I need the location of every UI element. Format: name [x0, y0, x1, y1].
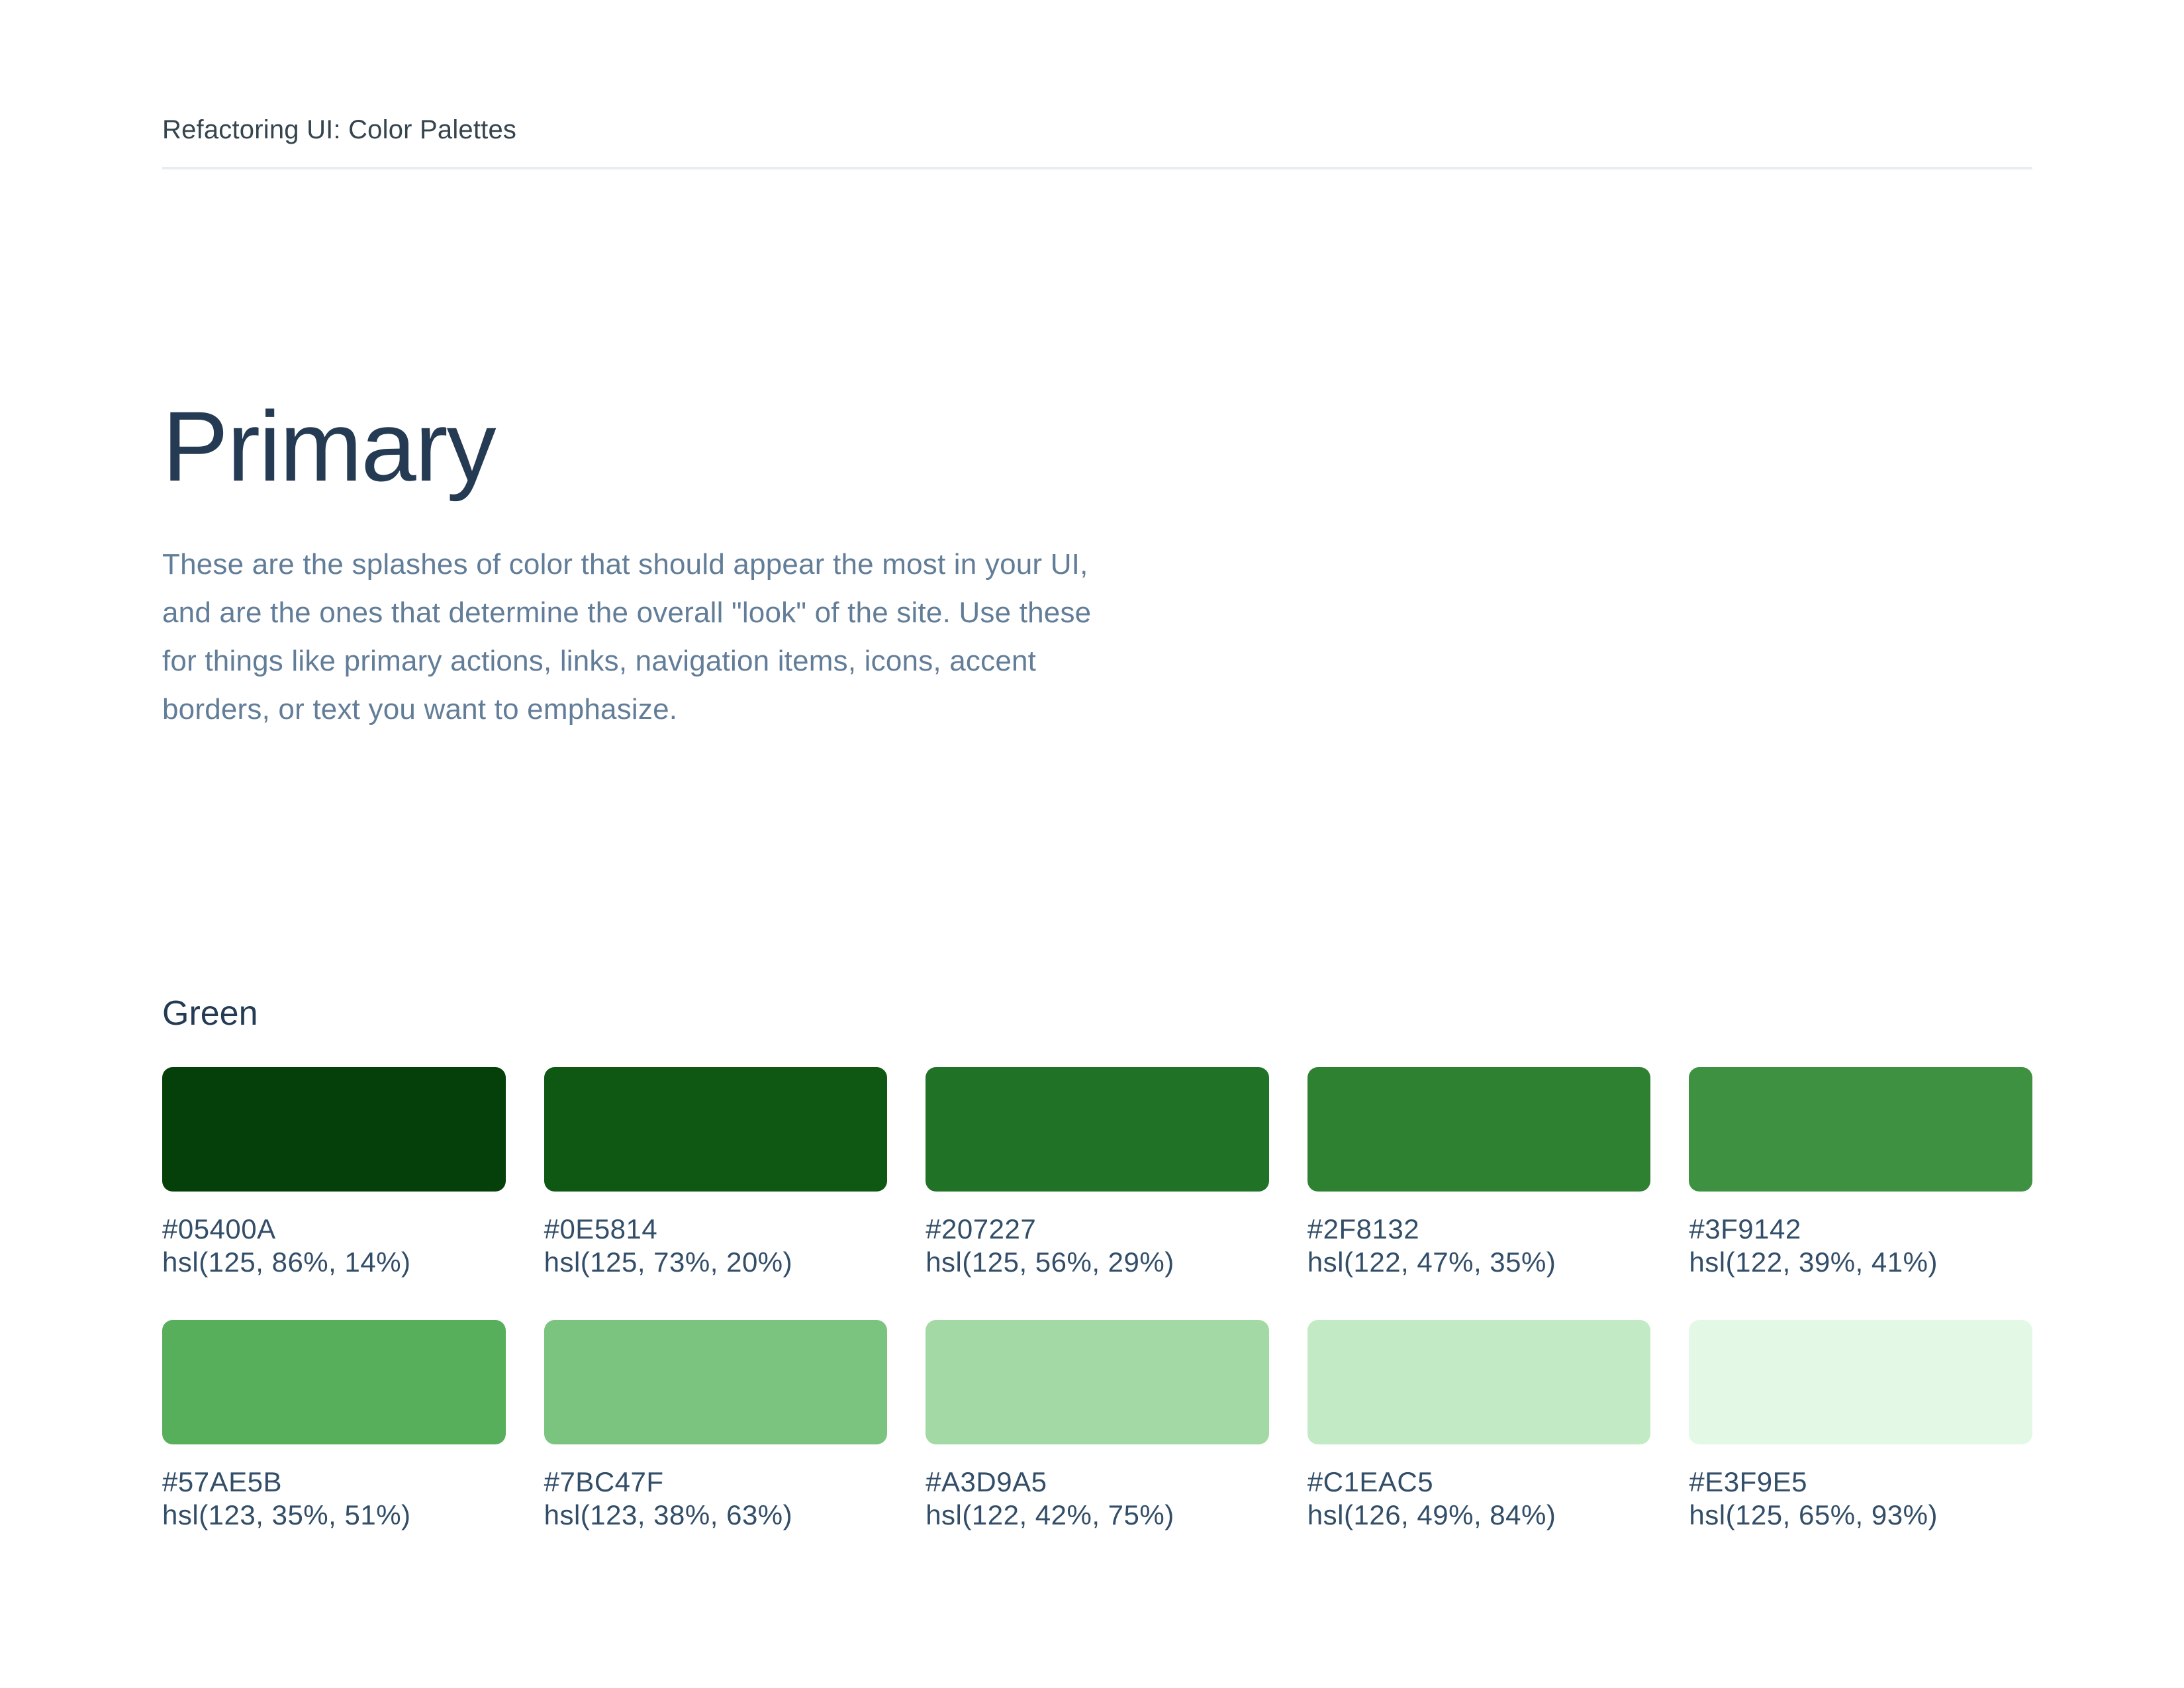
description-line: for things like primary actions, links, …: [162, 645, 1037, 677]
color-swatch: [1307, 1067, 1651, 1192]
color-swatch: [544, 1320, 888, 1444]
swatch-hex-label: #57AE5B: [162, 1466, 282, 1497]
swatch-cell: #207227 hsl(125, 56%, 29%): [926, 1067, 1269, 1279]
swatch-cell: #05400A hsl(125, 86%, 14%): [162, 1067, 506, 1279]
swatch-hex-label: #05400A: [162, 1213, 276, 1244]
swatch-hsl-label: hsl(125, 73%, 20%): [544, 1246, 793, 1278]
swatch-hsl-label: hsl(122, 42%, 75%): [926, 1499, 1174, 1530]
swatch-hsl-label: hsl(123, 35%, 51%): [162, 1499, 411, 1530]
color-swatch: [1307, 1320, 1651, 1444]
swatch-cell: #2F8132 hsl(122, 47%, 35%): [1307, 1067, 1651, 1279]
color-swatch: [1689, 1067, 2032, 1192]
description-line: borders, or text you want to emphasize.: [162, 693, 678, 726]
color-swatch: [926, 1067, 1269, 1192]
document-header: Refactoring UI: Color Palettes: [162, 0, 2032, 169]
swatch-hsl-label: hsl(123, 38%, 63%): [544, 1499, 793, 1530]
description-line: These are the splashes of color that sho…: [162, 548, 1088, 581]
swatch-cell: #E3F9E5 hsl(125, 65%, 93%): [1689, 1320, 2032, 1532]
swatch-hsl-label: hsl(122, 39%, 41%): [1689, 1246, 1938, 1278]
swatch-hex-label: #0E5814: [544, 1213, 658, 1244]
swatch-hex-label: #7BC47F: [544, 1466, 664, 1497]
swatch-hsl-label: hsl(125, 56%, 29%): [926, 1246, 1174, 1278]
document-title: Refactoring UI: Color Palettes: [162, 115, 517, 144]
swatch-cell: #A3D9A5 hsl(122, 42%, 75%): [926, 1320, 1269, 1532]
palette-name: Green: [162, 994, 258, 1033]
swatch-cell: #57AE5B hsl(123, 35%, 51%): [162, 1320, 506, 1532]
swatch-cell: #7BC47F hsl(123, 38%, 63%): [544, 1320, 888, 1532]
swatch-hsl-label: hsl(122, 47%, 35%): [1307, 1246, 1556, 1278]
swatch-hsl-label: hsl(125, 86%, 14%): [162, 1246, 411, 1278]
swatch-grid: #05400A hsl(125, 86%, 14%) #0E5814 hsl(1…: [162, 1067, 2032, 1532]
swatch-cell: #3F9142 hsl(122, 39%, 41%): [1689, 1067, 2032, 1279]
swatch-hex-label: #3F9142: [1689, 1213, 1801, 1244]
description-line: and are the ones that determine the over…: [162, 596, 1092, 629]
swatch-hex-label: #C1EAC5: [1307, 1466, 1434, 1497]
color-swatch: [162, 1067, 506, 1192]
swatch-hsl-label: hsl(125, 65%, 93%): [1689, 1499, 1938, 1530]
swatch-hex-label: #2F8132: [1307, 1213, 1420, 1244]
swatch-hex-label: #207227: [926, 1213, 1037, 1244]
color-swatch: [926, 1320, 1269, 1444]
swatch-hex-label: #A3D9A5: [926, 1466, 1047, 1497]
swatch-cell: #C1EAC5 hsl(126, 49%, 84%): [1307, 1320, 1651, 1532]
swatch-hsl-label: hsl(126, 49%, 84%): [1307, 1499, 1556, 1530]
section-description: These are the splashes of color that sho…: [162, 540, 1261, 733]
color-swatch: [544, 1067, 888, 1192]
color-swatch: [1689, 1320, 2032, 1444]
section-title: Primary: [162, 391, 497, 502]
swatch-hex-label: #E3F9E5: [1689, 1466, 1808, 1497]
swatch-cell: #0E5814 hsl(125, 73%, 20%): [544, 1067, 888, 1279]
color-swatch: [162, 1320, 506, 1444]
